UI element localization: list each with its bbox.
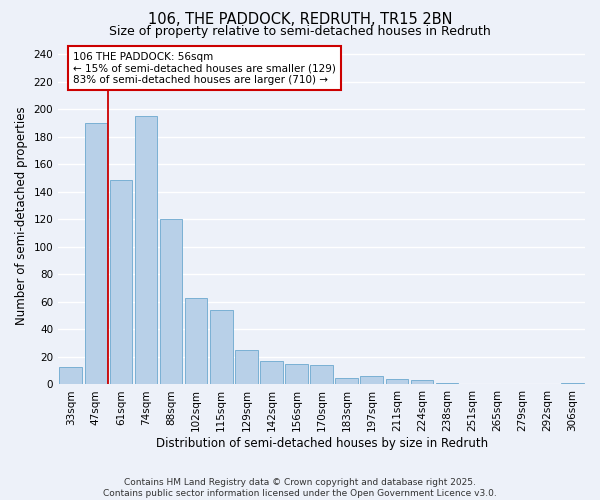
- Bar: [561, 383, 584, 384]
- Bar: [260, 361, 283, 384]
- Bar: [160, 220, 182, 384]
- Bar: [361, 376, 383, 384]
- Bar: [235, 350, 257, 384]
- X-axis label: Distribution of semi-detached houses by size in Redruth: Distribution of semi-detached houses by …: [155, 437, 488, 450]
- Bar: [410, 380, 433, 384]
- Bar: [436, 383, 458, 384]
- Bar: [134, 116, 157, 384]
- Bar: [335, 378, 358, 384]
- Bar: [310, 365, 333, 384]
- Text: Contains HM Land Registry data © Crown copyright and database right 2025.
Contai: Contains HM Land Registry data © Crown c…: [103, 478, 497, 498]
- Y-axis label: Number of semi-detached properties: Number of semi-detached properties: [15, 106, 28, 326]
- Text: 106 THE PADDOCK: 56sqm
← 15% of semi-detached houses are smaller (129)
83% of se: 106 THE PADDOCK: 56sqm ← 15% of semi-det…: [73, 52, 336, 85]
- Bar: [210, 310, 233, 384]
- Bar: [85, 123, 107, 384]
- Bar: [59, 366, 82, 384]
- Bar: [285, 364, 308, 384]
- Bar: [110, 180, 132, 384]
- Text: Size of property relative to semi-detached houses in Redruth: Size of property relative to semi-detach…: [109, 25, 491, 38]
- Text: 106, THE PADDOCK, REDRUTH, TR15 2BN: 106, THE PADDOCK, REDRUTH, TR15 2BN: [148, 12, 452, 28]
- Bar: [386, 379, 408, 384]
- Bar: [185, 298, 208, 384]
